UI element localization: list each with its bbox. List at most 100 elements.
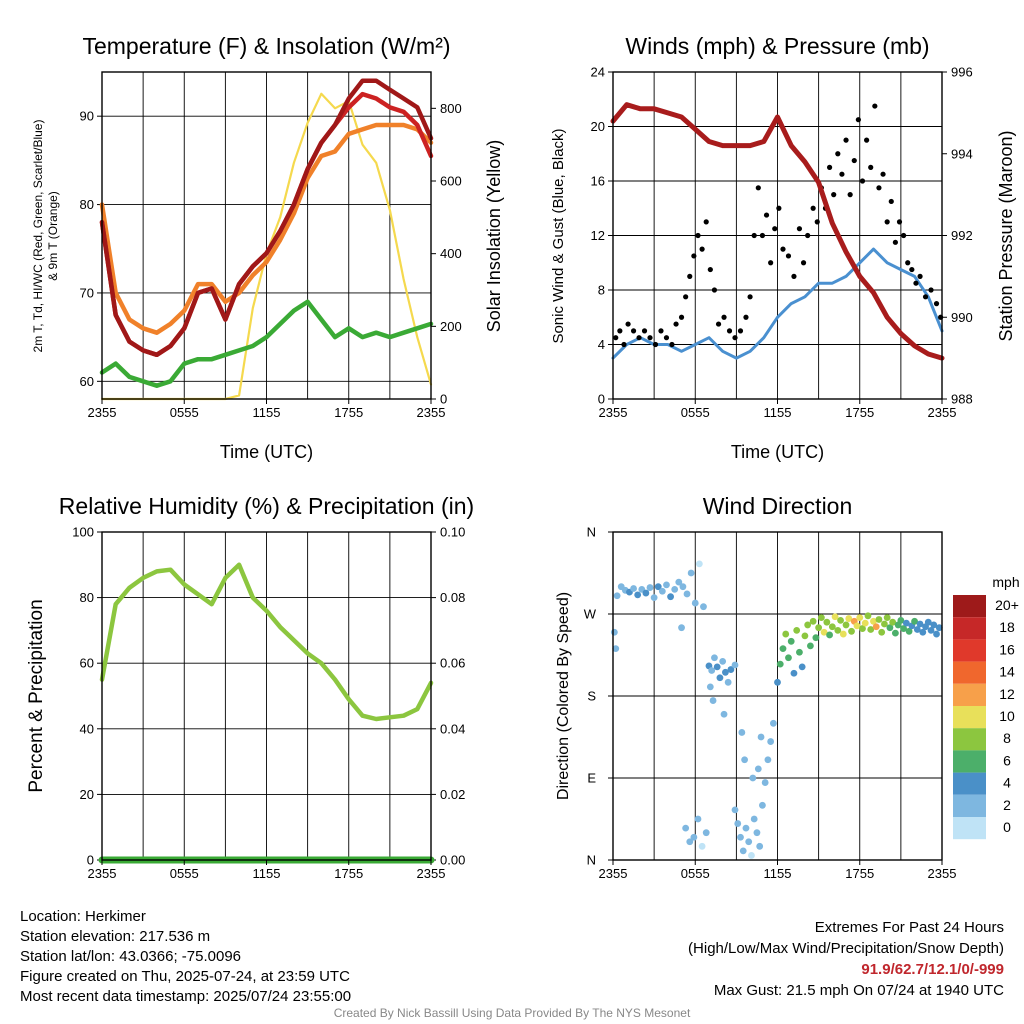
wind-direction-point — [785, 654, 792, 662]
colorbar-swatch — [953, 750, 986, 773]
wind-direction-point — [801, 632, 809, 640]
wind-direction-point — [690, 833, 698, 841]
credit-line: Created By Nick Bassill Using Data Provi… — [333, 1006, 691, 1020]
wind-direction-point — [761, 779, 769, 786]
winds-y2-tick-label: 994 — [951, 146, 973, 161]
wind-direction-point — [753, 829, 761, 837]
wind-direction-point — [741, 756, 748, 764]
wind-direction-point — [745, 838, 753, 846]
winds-gust-point — [695, 232, 701, 239]
temperature-title: Temperature (F) & Insolation (W/m²) — [82, 33, 450, 59]
temperature-y-tick-label: 70 — [80, 285, 94, 300]
temperature-y-tick-label: 80 — [80, 197, 94, 212]
humidity-series-rh — [99, 562, 434, 722]
winds-y-tick-label: 20 — [591, 119, 605, 134]
wind-direction-point — [683, 590, 691, 598]
winds-gust-point — [625, 321, 631, 327]
wind-direction-y-tick-label: N — [587, 853, 596, 868]
humidity-x-tick-label: 1155 — [253, 866, 281, 881]
winds-gust-point — [805, 232, 811, 239]
winds-gust-point — [839, 171, 845, 177]
colorbar-swatch — [953, 794, 986, 817]
wind-direction-y-tick-label: S — [587, 689, 596, 704]
winds-y-label: Sonic Wind & Gust (Blue, Black) — [550, 128, 567, 343]
wind-direction-point — [782, 630, 790, 638]
wind-direction-point — [861, 619, 869, 627]
wind-direction-point — [817, 614, 825, 622]
speed-colorbar: mph 20+ 18 16 14 12 10 8 6 4 2 0 — [953, 574, 1020, 840]
winds-gust-point — [768, 260, 774, 266]
colorbar-swatch — [953, 683, 986, 706]
humidity-y2-tick-label: 0.06 — [440, 656, 465, 671]
wind-direction-point — [889, 618, 897, 626]
wind-direction-point — [724, 678, 732, 686]
wind-direction-point — [749, 774, 757, 782]
winds-y-tick-label: 8 — [598, 283, 605, 298]
wind-direction-point — [900, 625, 908, 632]
winds-panel: 0 4 8 12 16 20 24 988 990 992 994 996 2355 0555 1155 17… — [550, 33, 1016, 462]
winds-gust-point — [687, 273, 693, 279]
winds-gust-point — [763, 212, 770, 218]
winds-gust-point — [896, 219, 903, 225]
wind-direction-point — [711, 654, 718, 662]
temperature-x-tick-label: 2355 — [88, 405, 117, 420]
wind-direction-point — [856, 614, 864, 622]
wind-direction-x-tick-label: 2355 — [928, 866, 957, 881]
wind-direction-point — [731, 661, 739, 669]
extremes-title: Extremes For Past 24 Hours — [814, 919, 1004, 936]
wind-direction-x-tick-label: 1155 — [764, 866, 792, 881]
wind-direction-point — [642, 589, 650, 597]
wind-direction-point — [767, 738, 775, 745]
winds-gust-point — [669, 341, 675, 348]
wind-direction-point — [756, 842, 764, 850]
temperature-y2-tick-label: 800 — [440, 101, 462, 116]
winds-gust-point — [641, 328, 648, 334]
wind-direction-point — [610, 628, 618, 636]
temperature-series-t9m — [99, 122, 434, 335]
winds-gust-point — [721, 314, 727, 320]
wind-direction-point — [769, 719, 777, 727]
wind-direction-point — [870, 617, 877, 625]
humidity-x-tick-label: 2355 — [417, 866, 446, 881]
colorbar-label: 12 — [999, 686, 1015, 702]
wind-direction-point — [716, 674, 724, 682]
winds-gust-point — [888, 198, 894, 205]
winds-gust-point — [872, 103, 878, 109]
winds-gust-point — [630, 328, 637, 334]
wind-direction-point — [709, 697, 717, 704]
wind-direction-point — [790, 669, 798, 677]
temperature-x-tick-label: 1155 — [253, 405, 281, 420]
wind-direction-y-tick-label: E — [587, 771, 596, 786]
extremes-box: Extremes For Past 24 Hours (High/Low/Max… — [688, 917, 1004, 1001]
humidity-y-tick-label: 20 — [80, 787, 94, 802]
winds-y2-tick-label: 990 — [951, 310, 973, 325]
extremes-legend: (High/Low/Max Wind/Precipitation/Snow De… — [688, 940, 1004, 957]
winds-gust-point — [814, 219, 820, 225]
wind-direction-title: Wind Direction — [703, 493, 853, 519]
wind-direction-point — [646, 584, 654, 591]
winds-gust-point — [678, 314, 685, 320]
wind-direction-point — [687, 569, 695, 577]
winds-x-tick-label: 2355 — [928, 405, 957, 420]
colorbar-swatch — [953, 706, 986, 729]
humidity-x-tick-label: 0555 — [170, 866, 199, 881]
winds-gust-point — [892, 239, 898, 245]
wind-direction-point — [820, 628, 828, 636]
wind-direction-point — [924, 618, 932, 626]
wind-direction-point — [809, 617, 817, 625]
humidity-y-tick-label: 0 — [87, 853, 94, 868]
wind-direction-point — [812, 634, 820, 642]
winds-y-tick-label: 16 — [591, 174, 605, 189]
wind-direction-point — [754, 765, 762, 773]
wind-direction-point — [675, 578, 683, 586]
winds-gust-point — [901, 232, 907, 239]
station-location: Location: Herkimer — [20, 908, 146, 925]
wind-direction-point — [731, 806, 739, 814]
wind-direction-point — [776, 660, 784, 668]
winds-gust-point — [691, 253, 697, 259]
wind-direction-point — [798, 663, 806, 671]
winds-x-tick-label: 1755 — [845, 405, 874, 420]
figure-created: Figure created on Thu, 2025-07-24, at 23… — [20, 968, 350, 985]
winds-x-tick-label: 1155 — [764, 405, 792, 420]
winds-gust-point — [636, 335, 642, 341]
